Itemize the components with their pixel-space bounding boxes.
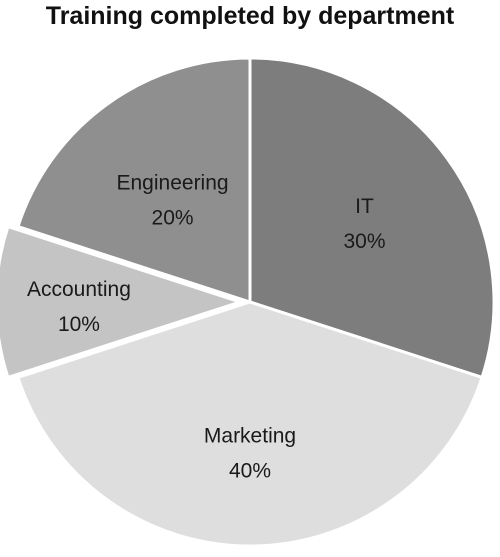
- slice-label-marketing: Marketing: [204, 424, 296, 447]
- pie-slice-engineering: [16, 56, 252, 304]
- slice-value-it: 30%: [343, 230, 385, 253]
- slice-label-accounting: Accounting: [27, 278, 131, 301]
- slice-label-it: IT: [355, 195, 374, 218]
- pie-slices: [0, 56, 496, 548]
- pie-labels: IT 30% Marketing 40% Accounting 10% Engineerin…: [27, 171, 386, 482]
- pie-slice-it: [248, 56, 496, 379]
- pie-slice-accounting: [0, 225, 242, 379]
- pie-slice-marketing: [16, 300, 484, 548]
- slice-value-marketing: 40%: [229, 459, 271, 482]
- slice-value-engineering: 20%: [152, 206, 194, 229]
- chart-title: Training completed by department: [45, 2, 455, 30]
- slice-label-engineering: Engineering: [117, 171, 229, 194]
- slice-value-accounting: 10%: [58, 313, 100, 336]
